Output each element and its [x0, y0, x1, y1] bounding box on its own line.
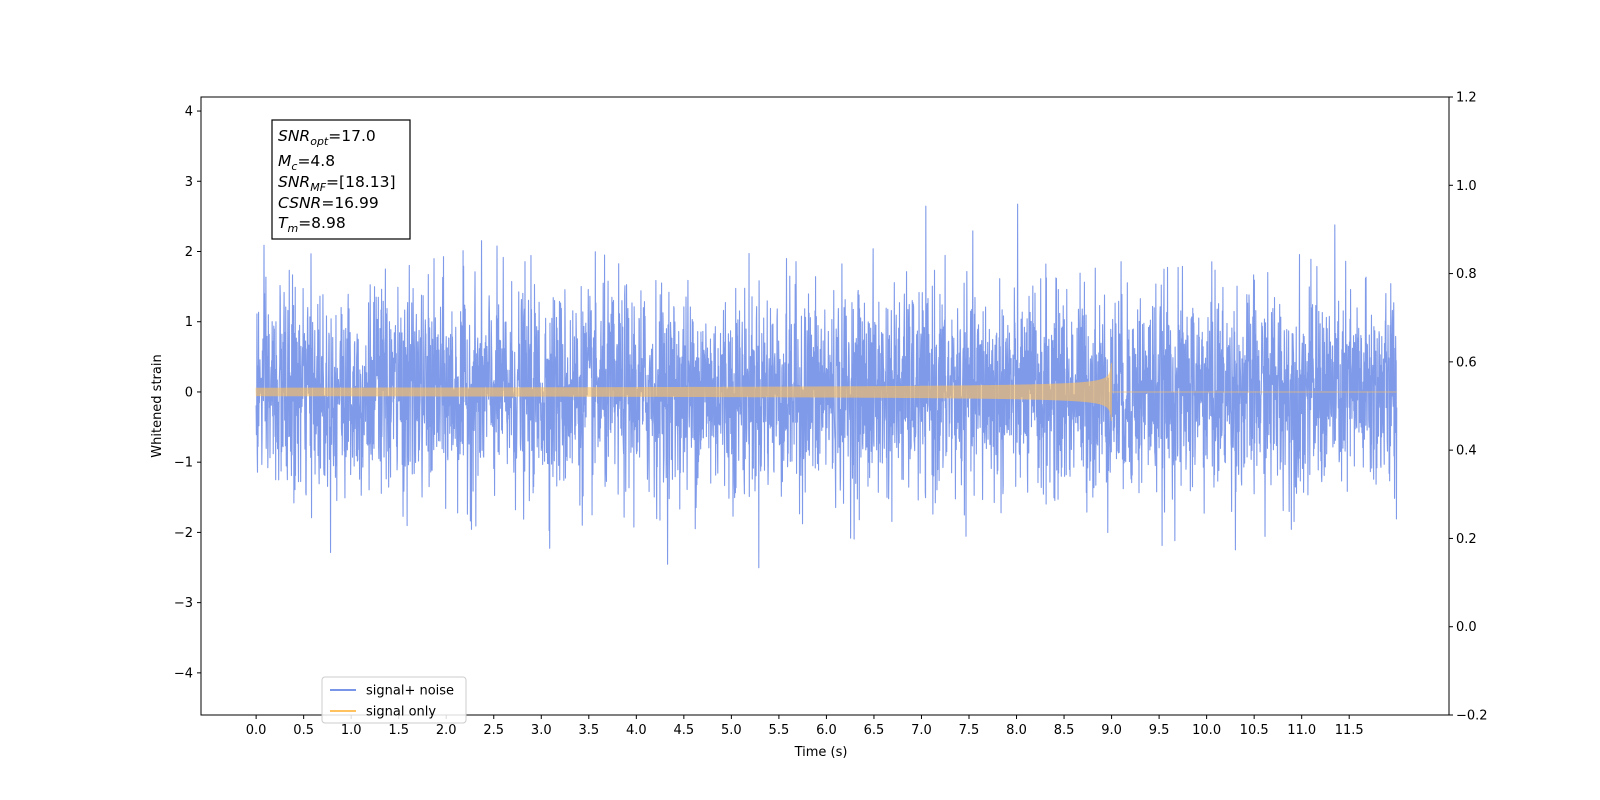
legend-items: signal+ noise signal only — [330, 684, 454, 720]
x-tick-label: 2.0 — [436, 723, 457, 738]
x-tick-label: 9.5 — [1149, 723, 1170, 738]
y2-tick-label: 0.0 — [1456, 620, 1477, 635]
annotation-value: =16.99 — [321, 194, 378, 212]
y-axis-right: 1.2 1.0 0.8 0.6 0.4 0.2 0.0 −0.2 — [1449, 91, 1488, 724]
x-tick-label: 4.0 — [626, 723, 647, 738]
annotation-frame — [271, 119, 411, 240]
x-tick-label: 10.0 — [1192, 723, 1221, 738]
y-axis-label: Whitened strain — [150, 354, 165, 457]
legend-frame — [321, 676, 467, 724]
annotation-line: SNRMF=[18.13] — [278, 173, 396, 194]
y2-tick-label: 0.6 — [1456, 355, 1477, 370]
x-tick-label: 3.5 — [578, 723, 599, 738]
annotation-value: =17.0 — [328, 127, 376, 145]
annotation-line: Mc=4.8 — [278, 152, 335, 173]
annotation-symbol: SNR — [278, 173, 310, 191]
x-tick-label: 3.0 — [531, 723, 552, 738]
y-tick-label: −4 — [174, 666, 193, 681]
annotation-value: =4.8 — [297, 152, 335, 170]
x-tick-label: 0.0 — [246, 723, 267, 738]
y-tick-label: −3 — [174, 596, 193, 611]
x-tick-label: 1.5 — [388, 723, 409, 738]
legend-label: signal+ noise — [366, 684, 454, 699]
y-tick-label: 0 — [185, 385, 193, 400]
x-tick-label: 6.0 — [816, 723, 837, 738]
annotation-symbol: CSNR — [278, 194, 321, 212]
y-tick-label: 1 — [185, 315, 193, 330]
x-tick-label: 5.5 — [769, 723, 790, 738]
annotation-lines: SNRopt=17.0Mc=4.8SNRMF=[18.13]CSNR=16.99… — [278, 127, 396, 235]
y2-tick-label: −0.2 — [1456, 709, 1488, 724]
y-tick-label: 3 — [185, 175, 193, 190]
x-tick-label: 8.5 — [1054, 723, 1075, 738]
series-signal-only — [255, 362, 1397, 421]
y2-tick-label: 0.2 — [1456, 532, 1477, 547]
annotation-value: =[18.13] — [326, 173, 395, 191]
x-tick-label: 11.0 — [1287, 723, 1316, 738]
annotation-line: Tm=8.98 — [278, 214, 346, 235]
x-tick-label: 9.0 — [1101, 723, 1122, 738]
annotation-symbol: T — [278, 214, 289, 232]
annotation-symbol: SNR — [278, 127, 310, 145]
plot-frame — [200, 96, 1450, 716]
annotation-line: CSNR=16.99 — [278, 194, 379, 212]
x-tick-label: 6.5 — [864, 723, 885, 738]
legend-label: signal only — [366, 705, 436, 720]
y-tick-label: −1 — [174, 456, 193, 471]
series-layer — [255, 203, 1398, 569]
annotation-symbol: M — [278, 152, 291, 170]
x-tick-label: 0.5 — [293, 723, 314, 738]
series-signal-noise — [255, 203, 1398, 569]
y2-tick-label: 1.2 — [1456, 91, 1477, 106]
x-tick-label: 11.5 — [1335, 723, 1364, 738]
x-tick-label: 8.0 — [1006, 723, 1027, 738]
y-tick-label: 4 — [185, 105, 193, 120]
annotation-line: SNRopt=17.0 — [278, 127, 376, 148]
annotation-subscript: MF — [310, 181, 326, 194]
annotation-subscript: opt — [310, 135, 329, 148]
y-tick-label: −2 — [174, 526, 193, 541]
annotation-value: =8.98 — [298, 214, 346, 232]
y2-tick-label: 0.4 — [1456, 444, 1477, 459]
x-tick-label: 1.0 — [341, 723, 362, 738]
x-axis-label: Time (s) — [794, 745, 848, 760]
y2-tick-label: 1.0 — [1456, 179, 1477, 194]
y-axis-left: 4 3 2 1 0 −1 −2 −3 −4 — [174, 105, 201, 681]
y2-tick-label: 0.8 — [1456, 267, 1477, 282]
annotation-box: SNRopt=17.0Mc=4.8SNRMF=[18.13]CSNR=16.99… — [271, 119, 411, 240]
x-tick-label: 7.5 — [959, 723, 980, 738]
x-tick-label: 10.5 — [1240, 723, 1269, 738]
x-tick-label: 7.0 — [911, 723, 932, 738]
x-tick-label: 2.5 — [483, 723, 504, 738]
annotation-subscript: c — [291, 160, 297, 173]
y-tick-label: 2 — [185, 245, 193, 260]
x-tick-label: 4.5 — [674, 723, 695, 738]
x-tick-label: 5.0 — [721, 723, 742, 738]
legend: signal+ noise signal only — [321, 676, 467, 724]
annotation-subscript: m — [287, 222, 298, 235]
x-axis: 0.0 0.5 1.0 1.5 2.0 2.5 3.0 3.5 4.0 4.5 5.0 5.5 6.0 6… — [246, 715, 1364, 738]
